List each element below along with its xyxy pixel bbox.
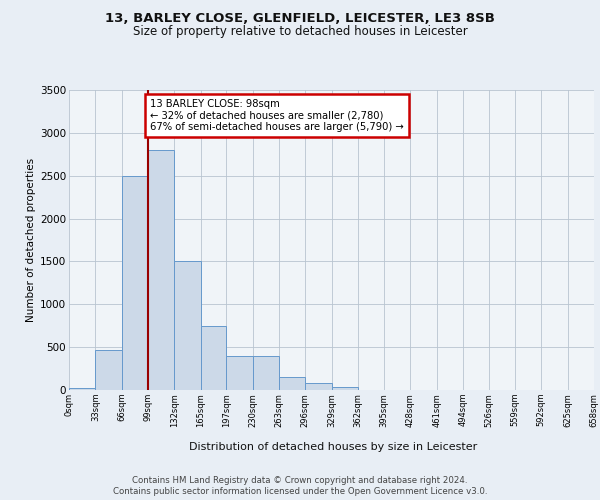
Bar [331,386,358,390]
Bar [200,326,226,390]
Text: Contains HM Land Registry data © Crown copyright and database right 2024.: Contains HM Land Registry data © Crown c… [132,476,468,485]
Bar [175,262,200,390]
Text: Distribution of detached houses by size in Leicester: Distribution of detached houses by size … [189,442,477,452]
Text: 13 BARLEY CLOSE: 98sqm
← 32% of detached houses are smaller (2,780)
67% of semi-: 13 BARLEY CLOSE: 98sqm ← 32% of detached… [151,99,404,132]
Y-axis label: Number of detached properties: Number of detached properties [26,158,36,322]
Bar [226,356,253,390]
Bar [122,176,148,390]
Bar [95,350,122,390]
Bar [305,383,331,390]
Bar [279,377,305,390]
Bar [148,150,175,390]
Text: Contains public sector information licensed under the Open Government Licence v3: Contains public sector information licen… [113,488,487,496]
Text: 13, BARLEY CLOSE, GLENFIELD, LEICESTER, LE3 8SB: 13, BARLEY CLOSE, GLENFIELD, LEICESTER, … [105,12,495,26]
Bar [69,388,95,390]
Bar [253,356,279,390]
Text: Size of property relative to detached houses in Leicester: Size of property relative to detached ho… [133,25,467,38]
